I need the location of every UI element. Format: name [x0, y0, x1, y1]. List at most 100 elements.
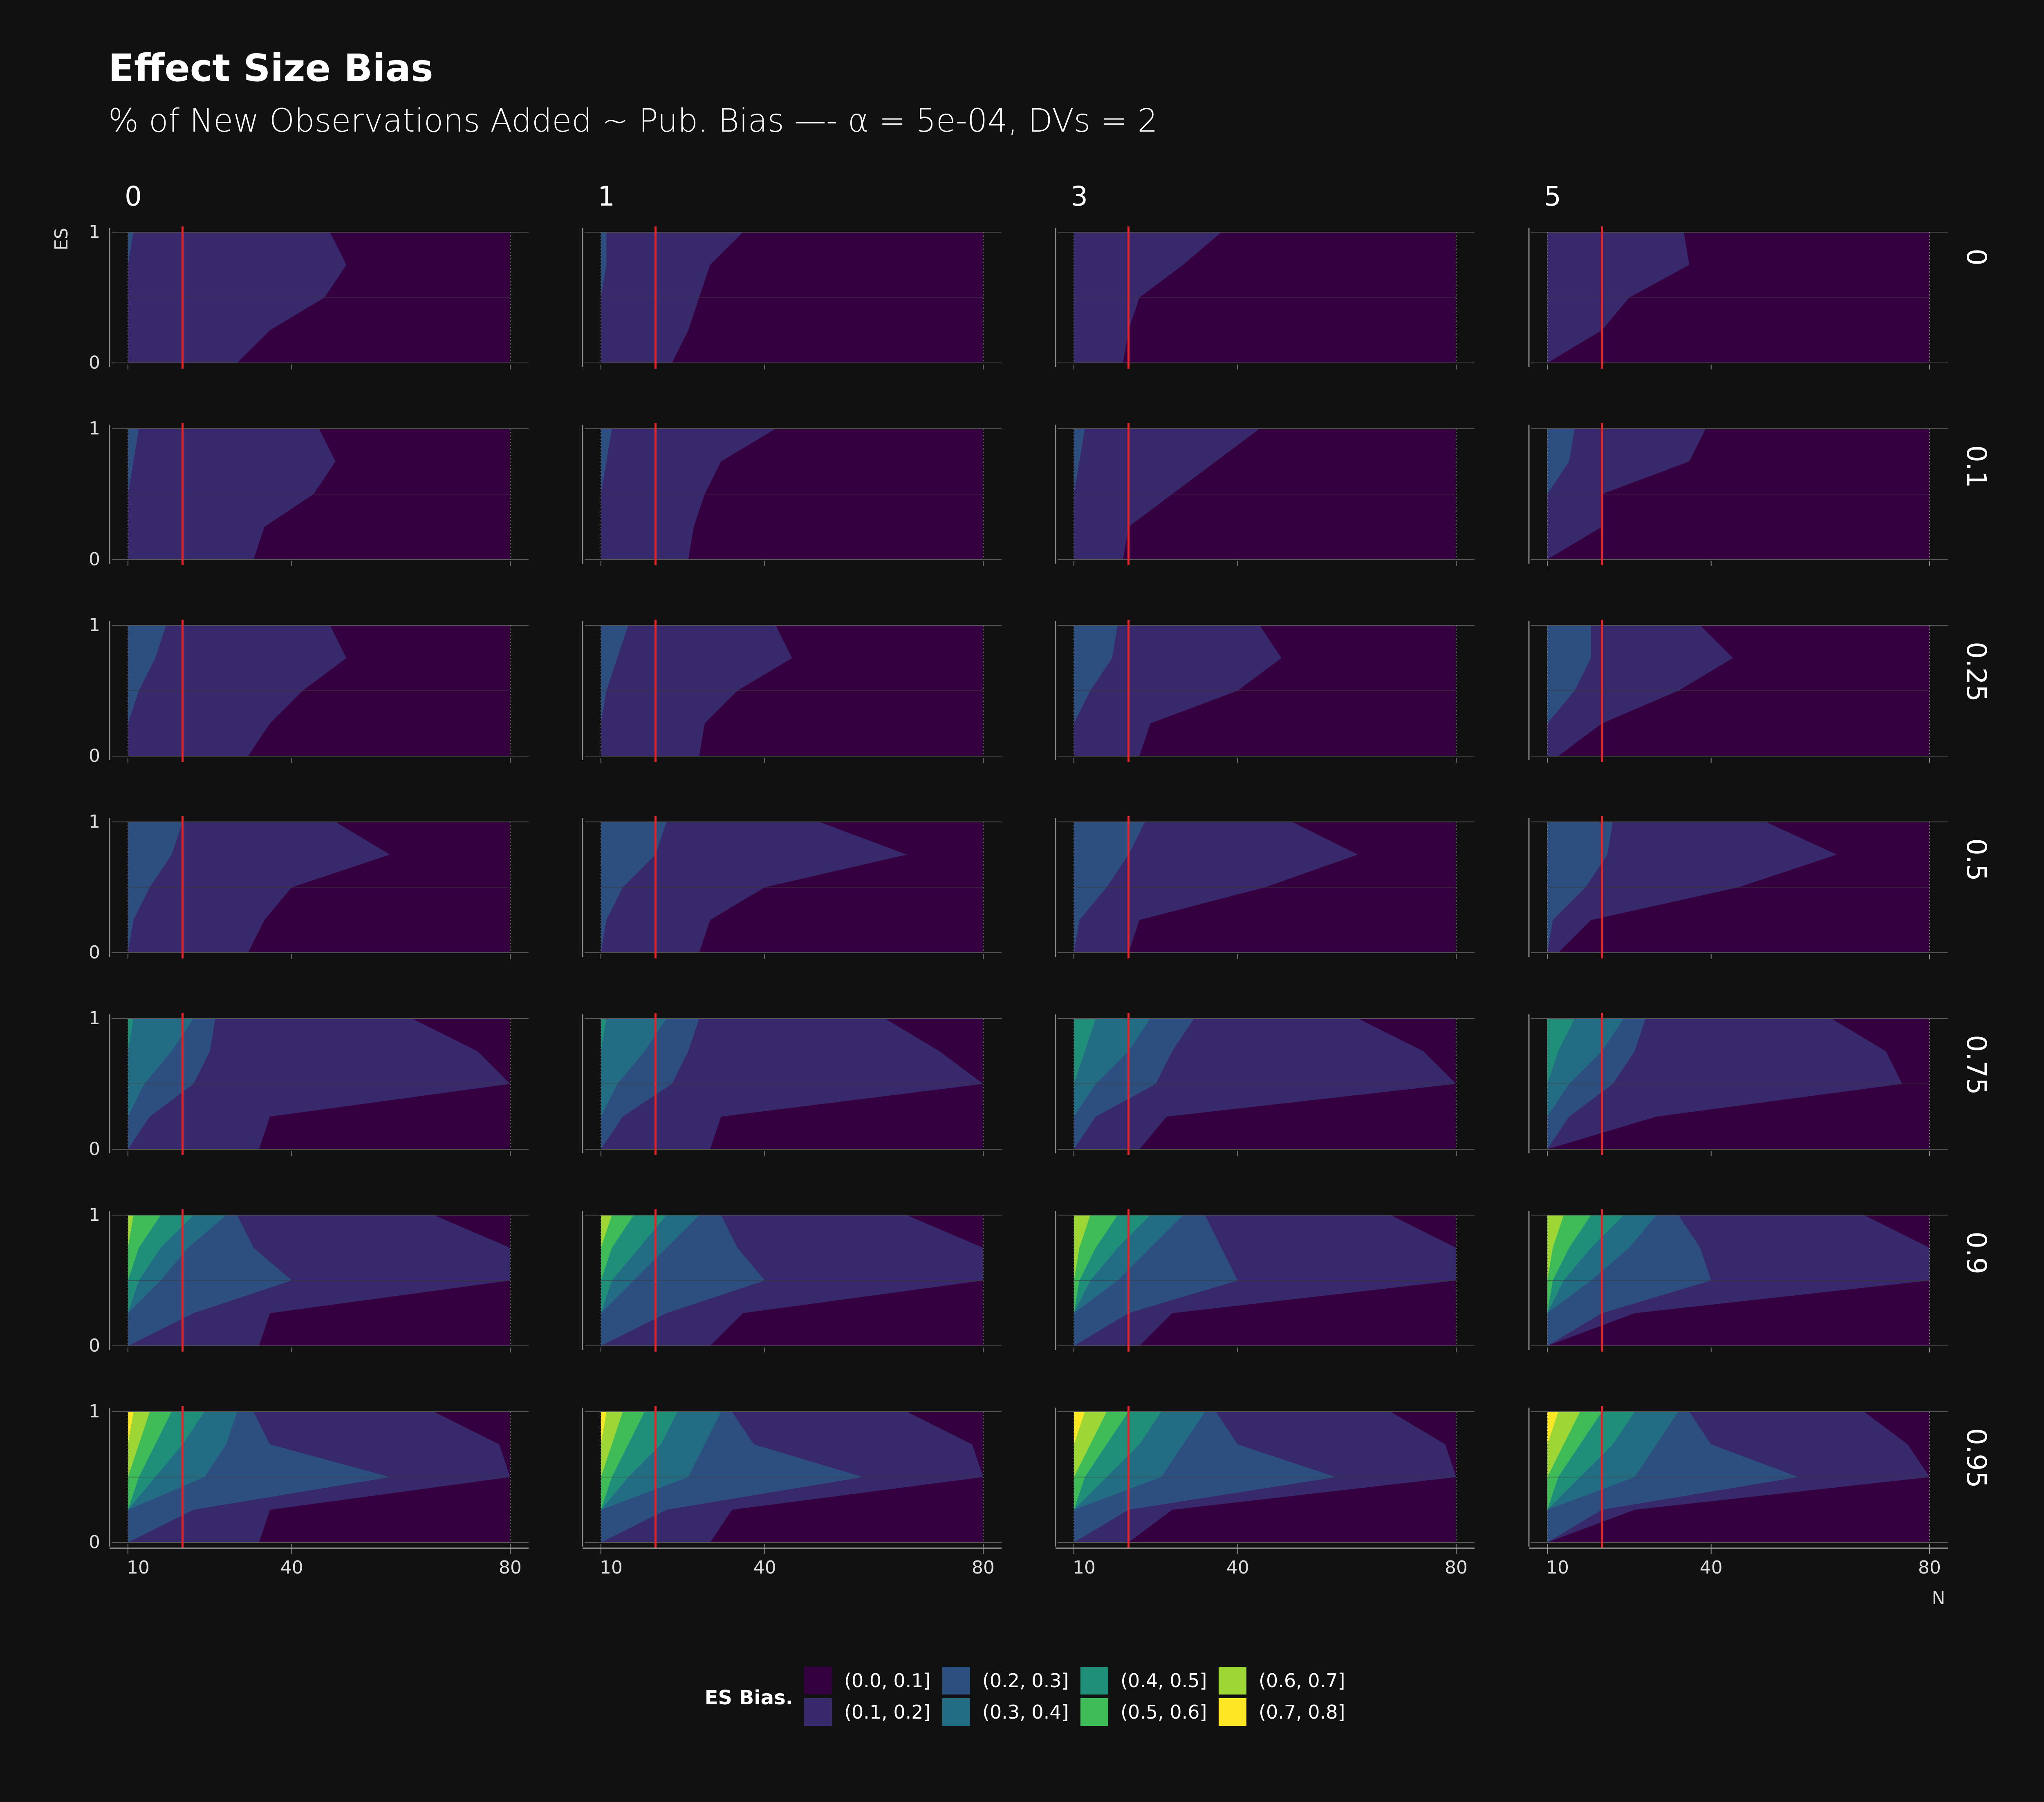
- contour-band: [128, 1215, 161, 1346]
- facet-panel: 10: [89, 418, 529, 570]
- legend-label: (0.1, 0.2]: [844, 1701, 930, 1723]
- contour-band: [1547, 429, 1575, 560]
- y-tick-label: 1: [89, 1401, 100, 1422]
- facet-panel: [582, 1209, 1002, 1352]
- contour-band: [128, 625, 166, 756]
- legend-label: (0.2, 0.3]: [982, 1670, 1069, 1692]
- contour-band: [128, 1215, 194, 1346]
- facet-panel: [582, 816, 1002, 959]
- contour-band: [1547, 1019, 1575, 1149]
- facet-panel: 10: [89, 222, 529, 373]
- contour-band: [128, 1412, 134, 1542]
- facet-panel: [1055, 226, 1475, 369]
- contour-band: [601, 1215, 612, 1346]
- legend-swatch: [804, 1667, 832, 1695]
- facet-panel: [1055, 1013, 1475, 1156]
- contour-band: [601, 1215, 634, 1346]
- x-axis-title: N: [1932, 1588, 1945, 1609]
- contour-band: [601, 625, 628, 756]
- x-tick-label: 80: [972, 1557, 995, 1578]
- facet-panel: [582, 620, 1002, 763]
- legend-swatch: [1080, 1698, 1108, 1726]
- x-tick-label: 10: [1546, 1557, 1569, 1578]
- legend-label: (0.4, 0.5]: [1121, 1670, 1207, 1692]
- contour-band: [601, 1412, 623, 1542]
- x-tick-label: 10: [127, 1557, 150, 1578]
- contour-band: [1074, 1215, 1118, 1346]
- contour-band: [601, 1019, 607, 1149]
- contour-band: [1074, 232, 1221, 363]
- facet-panel: [1528, 1406, 1948, 1549]
- facet-panel: 10: [89, 811, 529, 963]
- contour-band: [601, 1412, 607, 1542]
- y-tick-label: 1: [89, 1204, 100, 1225]
- facet-column-label: 1: [598, 181, 615, 212]
- y-tick-label: 0: [89, 1139, 100, 1160]
- facet-panel: [1055, 423, 1475, 566]
- facet-panel: [582, 423, 1002, 566]
- legend-title: ES Bias.: [705, 1686, 793, 1709]
- legend-swatch: [942, 1698, 970, 1726]
- legend-label: (0.0, 0.1]: [844, 1670, 930, 1692]
- contour-band: [601, 232, 607, 363]
- legend: ES Bias. (0.0, 0.1] (0.1, 0.2] (0.2, 0.3] (0…: [705, 1667, 1345, 1726]
- y-tick-label: 0: [89, 745, 100, 766]
- y-tick-label: 1: [89, 222, 100, 242]
- facet-column-label: 3: [1071, 181, 1088, 212]
- facet-row-label: 0: [1961, 248, 1992, 266]
- y-tick-label: 0: [89, 942, 100, 963]
- legend-swatch: [1219, 1698, 1246, 1726]
- x-tick-label: 40: [1226, 1557, 1249, 1578]
- contour-band: [601, 1019, 667, 1149]
- x-tick-label: 10: [1073, 1557, 1096, 1578]
- facet-row-label: 0.1: [1961, 445, 1992, 488]
- facet-row-label: 0.5: [1961, 838, 1992, 881]
- legend-label: (0.7, 0.8]: [1259, 1701, 1345, 1723]
- facet-column-label: 0: [125, 181, 142, 212]
- legend-swatch: [804, 1698, 832, 1726]
- contour-band: [1074, 625, 1118, 756]
- facet-panels: 0 1 3 500.10.250.50.750.90.95ESN10101010101…: [51, 181, 1992, 1609]
- contour-band: [128, 429, 139, 560]
- contour-band: [1074, 429, 1085, 560]
- contour-band: [128, 1019, 134, 1149]
- facet-column-label: 5: [1544, 181, 1561, 212]
- contour-band: [601, 822, 667, 953]
- y-tick-label: 1: [89, 811, 100, 832]
- facet-panel: 10: [89, 1401, 529, 1553]
- legend-label: (0.6, 0.7]: [1259, 1670, 1345, 1692]
- contour-band: [1547, 1215, 1591, 1346]
- y-tick-label: 0: [89, 352, 100, 373]
- facet-panel: 10: [89, 1008, 529, 1160]
- legend-swatch: [1219, 1667, 1246, 1695]
- contour-band: [128, 822, 183, 953]
- facet-panel: [1528, 423, 1948, 566]
- facet-panel: [1528, 620, 1948, 763]
- x-tick-label: 80: [1445, 1557, 1468, 1578]
- x-tick-label: 80: [499, 1557, 522, 1578]
- contour-band: [1547, 429, 1706, 560]
- contour-band: [1547, 1215, 1564, 1346]
- contour-band: [601, 1412, 645, 1542]
- contour-band: [1547, 1412, 1558, 1542]
- y-tick-label: 0: [89, 1335, 100, 1356]
- y-tick-label: 1: [89, 418, 100, 439]
- contour-band: [1074, 1215, 1091, 1346]
- contour-band: [1547, 1019, 1624, 1149]
- contour-band: [1074, 822, 1145, 953]
- facet-panel: [1528, 1209, 1948, 1352]
- facet-panel: [1055, 1209, 1475, 1352]
- chart-title: Effect Size Bias: [108, 46, 433, 90]
- contour-band: [128, 1412, 150, 1542]
- facet-row-label: 0.25: [1961, 642, 1992, 702]
- contour-band: [1074, 1412, 1107, 1542]
- contour-band: [1074, 1019, 1096, 1149]
- facet-row-label: 0.95: [1961, 1428, 1992, 1488]
- y-tick-label: 1: [89, 615, 100, 636]
- x-tick-label: 80: [1918, 1557, 1941, 1578]
- facet-panel: [1528, 1013, 1948, 1156]
- facet-panel: 10: [89, 615, 529, 766]
- contour-band: [128, 1215, 134, 1346]
- facet-panel: [1055, 1406, 1475, 1549]
